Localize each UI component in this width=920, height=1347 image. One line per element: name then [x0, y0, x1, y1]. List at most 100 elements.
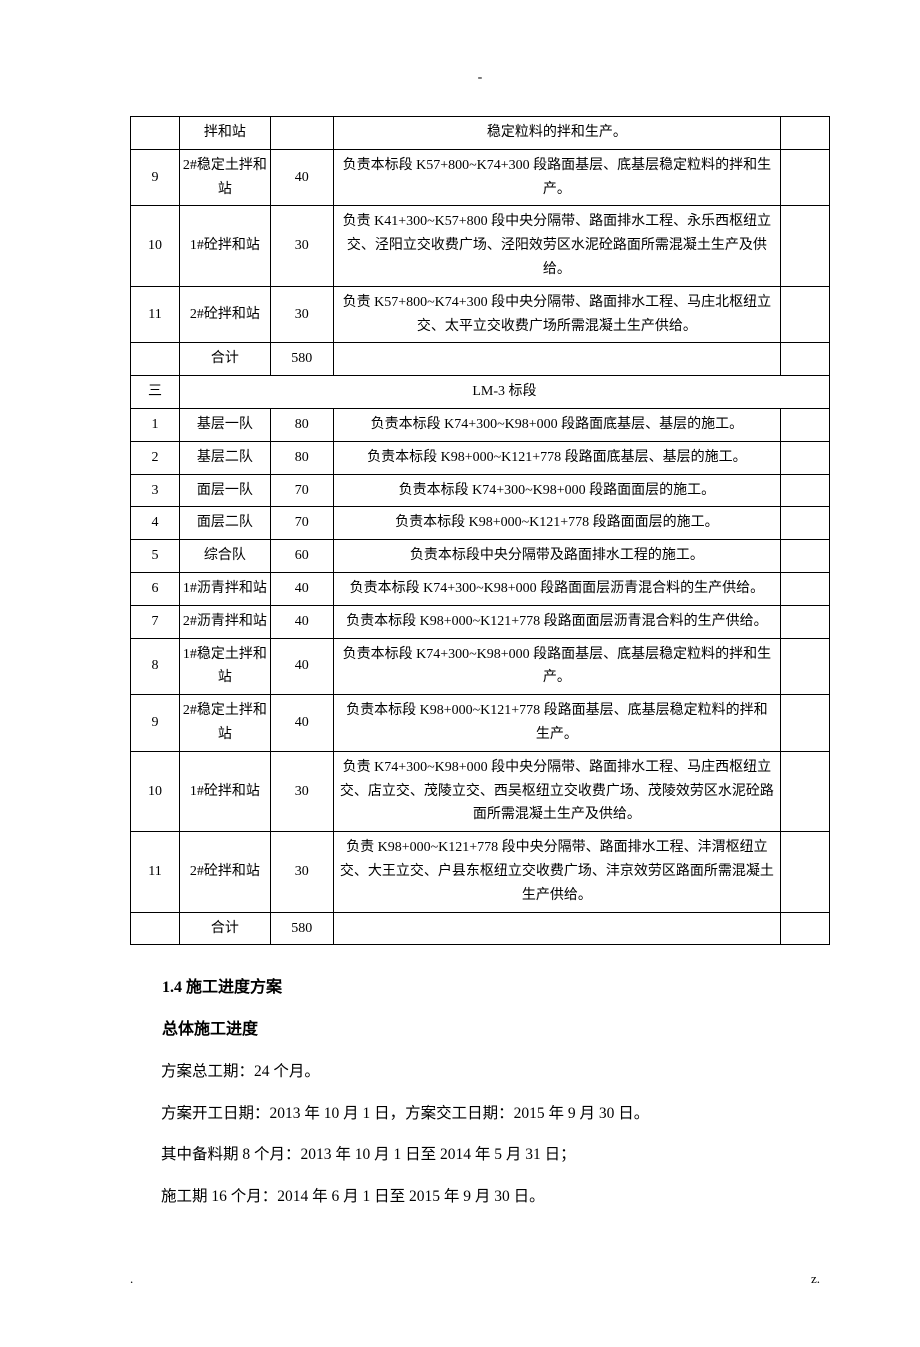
table-cell: 80 [270, 441, 333, 474]
table-cell: 80 [270, 408, 333, 441]
table-cell [781, 605, 830, 638]
table-cell: 1#砼拌和站 [179, 206, 270, 286]
table-cell: 30 [270, 286, 333, 343]
table-cell: 负责本标段中央分隔带及路面排水工程的施工。 [333, 540, 780, 573]
table-row: 72#沥青拌和站40负责本标段 K98+000~K121+778 段路面面层沥青… [131, 605, 830, 638]
section-index: 三 [131, 376, 180, 409]
paragraph: 方案总工期：24 个月。 [130, 1057, 830, 1086]
table-row: 92#稳定土拌和站40负责本标段 K98+000~K121+778 段路面基层、… [131, 695, 830, 752]
table-cell [781, 751, 830, 831]
table-cell: 9 [131, 149, 180, 206]
table-cell: 面层二队 [179, 507, 270, 540]
table-row: 4面层二队70负责本标段 K98+000~K121+778 段路面面层的施工。 [131, 507, 830, 540]
table-cell: 合计 [179, 343, 270, 376]
table-row: 112#砼拌和站30负责 K57+800~K74+300 段中央分隔带、路面排水… [131, 286, 830, 343]
table-cell: 基层二队 [179, 441, 270, 474]
table-cell: 负责本标段 K98+000~K121+778 段路面底基层、基层的施工。 [333, 441, 780, 474]
table-cell: 3 [131, 474, 180, 507]
table-row: 3面层一队70负责本标段 K74+300~K98+000 段路面面层的施工。 [131, 474, 830, 507]
table-cell [333, 912, 780, 945]
table-cell [781, 695, 830, 752]
table-cell: 9 [131, 695, 180, 752]
table-cell: 合计 [179, 912, 270, 945]
table-cell: 10 [131, 751, 180, 831]
table-cell: 2 [131, 441, 180, 474]
table-cell: 负责本标段 K74+300~K98+000 段路面底基层、基层的施工。 [333, 408, 780, 441]
table-row: 1基层一队80负责本标段 K74+300~K98+000 段路面底基层、基层的施… [131, 408, 830, 441]
table-cell: 70 [270, 507, 333, 540]
table-cell: 30 [270, 206, 333, 286]
page-header-mark: - [130, 70, 830, 86]
table-cell: 负责 K74+300~K98+000 段中央分隔带、路面排水工程、马庄西枢纽立交… [333, 751, 780, 831]
table-cell: 5 [131, 540, 180, 573]
section-heading: 1.4 施工进度方案 [130, 973, 830, 997]
table-cell: 10 [131, 206, 180, 286]
table-cell: 拌和站 [179, 117, 270, 150]
table-cell [781, 117, 830, 150]
table-cell: 负责本标段 K74+300~K98+000 段路面基层、底基层稳定粒料的拌和生产… [333, 638, 780, 695]
table-row: 合计580 [131, 912, 830, 945]
table-cell [131, 343, 180, 376]
table-cell: 60 [270, 540, 333, 573]
table-cell [781, 441, 830, 474]
table-cell: 30 [270, 832, 333, 912]
section-divider-row: 三 LM-3 标段 [131, 376, 830, 409]
table-cell: 稳定粒料的拌和生产。 [333, 117, 780, 150]
table-cell [781, 474, 830, 507]
table-cell [781, 572, 830, 605]
sub-heading: 总体施工进度 [130, 1015, 830, 1039]
table-cell [781, 507, 830, 540]
paragraph: 方案开工日期：2013 年 10 月 1 日，方案交工日期：2015 年 9 月… [130, 1099, 830, 1128]
table-cell: 4 [131, 507, 180, 540]
table-cell [333, 343, 780, 376]
table-cell: 负责本标段 K98+000~K121+778 段路面基层、底基层稳定粒料的拌和生… [333, 695, 780, 752]
table-cell [781, 149, 830, 206]
table-cell: 负责本标段 K74+300~K98+000 段路面面层沥青混合料的生产供给。 [333, 572, 780, 605]
table-cell: 11 [131, 832, 180, 912]
table-cell: 负责 K41+300~K57+800 段中央分隔带、路面排水工程、永乐西枢纽立交… [333, 206, 780, 286]
table-row: 101#砼拌和站30负责 K74+300~K98+000 段中央分隔带、路面排水… [131, 751, 830, 831]
table-cell: 40 [270, 695, 333, 752]
table-cell: 1 [131, 408, 180, 441]
table-cell: 1#稳定土拌和站 [179, 638, 270, 695]
table-row: 81#稳定土拌和站40负责本标段 K74+300~K98+000 段路面基层、底… [131, 638, 830, 695]
paragraph: 施工期 16 个月：2014 年 6 月 1 日至 2015 年 9 月 30 … [130, 1182, 830, 1211]
table-row: 101#砼拌和站30负责 K41+300~K57+800 段中央分隔带、路面排水… [131, 206, 830, 286]
table-cell [781, 343, 830, 376]
table-cell: 40 [270, 149, 333, 206]
table-cell: 70 [270, 474, 333, 507]
table-cell [781, 540, 830, 573]
table-cell: 负责本标段 K57+800~K74+300 段路面基层、底基层稳定粒料的拌和生产… [333, 149, 780, 206]
table-cell [781, 832, 830, 912]
table-row: 2基层二队80负责本标段 K98+000~K121+778 段路面底基层、基层的… [131, 441, 830, 474]
table-row: 5综合队60负责本标段中央分隔带及路面排水工程的施工。 [131, 540, 830, 573]
table-cell: 30 [270, 751, 333, 831]
table-cell [131, 117, 180, 150]
table-cell: 1#砼拌和站 [179, 751, 270, 831]
table-cell: 2#稳定土拌和站 [179, 149, 270, 206]
table-cell: 面层一队 [179, 474, 270, 507]
table-cell: 40 [270, 638, 333, 695]
table-cell: 8 [131, 638, 180, 695]
table-cell [781, 912, 830, 945]
table-cell: 7 [131, 605, 180, 638]
table-cell: 基层一队 [179, 408, 270, 441]
table-cell: 2#砼拌和站 [179, 286, 270, 343]
table-cell [781, 408, 830, 441]
paragraph: 其中备料期 8 个月：2013 年 10 月 1 日至 2014 年 5 月 3… [130, 1140, 830, 1169]
table-cell: 1#沥青拌和站 [179, 572, 270, 605]
table-cell: 负责本标段 K98+000~K121+778 段路面面层的施工。 [333, 507, 780, 540]
table-cell: 580 [270, 343, 333, 376]
footer-left: . [130, 1271, 133, 1287]
table-cell [131, 912, 180, 945]
table-cell: 40 [270, 605, 333, 638]
construction-table: 拌和站稳定粒料的拌和生产。92#稳定土拌和站40负责本标段 K57+800~K7… [130, 116, 830, 945]
table-cell: 2#稳定土拌和站 [179, 695, 270, 752]
table-cell: 11 [131, 286, 180, 343]
table-cell: 负责 K98+000~K121+778 段中央分隔带、路面排水工程、沣渭枢纽立交… [333, 832, 780, 912]
table-cell [781, 206, 830, 286]
table-cell: 2#砼拌和站 [179, 832, 270, 912]
table-row: 61#沥青拌和站40负责本标段 K74+300~K98+000 段路面面层沥青混… [131, 572, 830, 605]
table-cell [781, 638, 830, 695]
table-cell: 6 [131, 572, 180, 605]
